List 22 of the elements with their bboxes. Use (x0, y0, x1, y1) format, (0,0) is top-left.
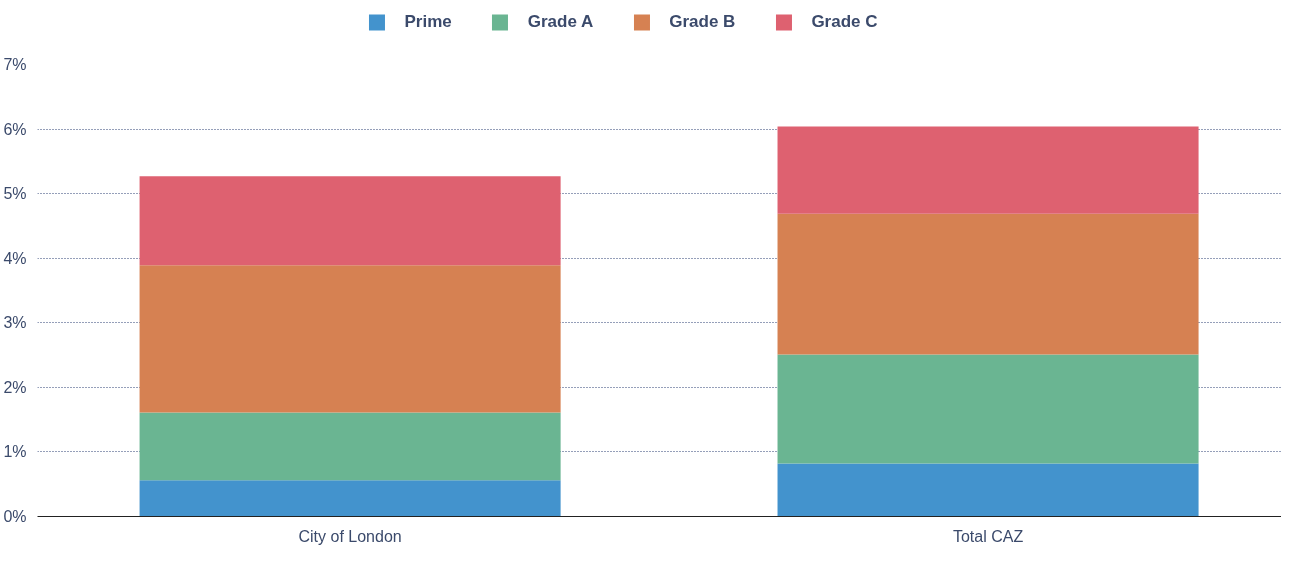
y-tick-label: 4% (3, 249, 27, 267)
bar (777, 463, 1199, 517)
bar (777, 126, 1199, 214)
bar (777, 213, 1199, 355)
y-tick-label: 3% (3, 314, 27, 332)
y-tick-label: 5% (3, 185, 27, 203)
x-tick-label: Total CAZ (952, 527, 1024, 545)
legend-label: Grade C (811, 12, 878, 32)
bar (139, 412, 561, 481)
legend-label: Grade A (527, 12, 594, 32)
bar (139, 480, 561, 517)
bar (139, 265, 561, 413)
y-tick-label: 0% (3, 508, 27, 525)
x-tick-label: City of London (298, 527, 402, 545)
bar (777, 354, 1199, 464)
legend-label: Grade B (669, 12, 736, 32)
y-tick-label: 1% (3, 443, 27, 461)
y-tick-label: 7% (3, 56, 27, 73)
legend-label: Prime (404, 12, 452, 32)
bar (139, 176, 561, 266)
y-tick-label: 2% (3, 378, 27, 396)
y-tick-label: 6% (3, 120, 27, 138)
